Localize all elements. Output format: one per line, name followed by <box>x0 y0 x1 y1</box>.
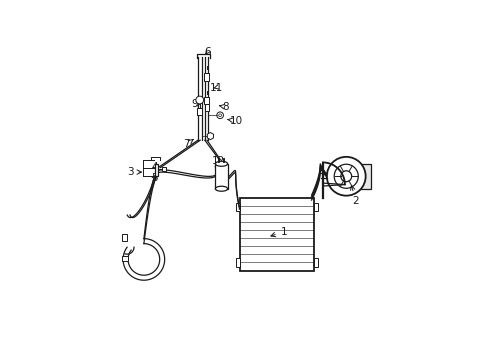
Bar <box>155 164 158 176</box>
Text: 9: 9 <box>191 99 201 109</box>
Bar <box>236 258 239 267</box>
Circle shape <box>340 171 351 182</box>
Text: 10: 10 <box>227 116 243 126</box>
Ellipse shape <box>215 186 227 191</box>
Text: 5: 5 <box>151 173 158 183</box>
Bar <box>215 164 227 189</box>
Text: 11: 11 <box>209 82 222 93</box>
Text: 12: 12 <box>212 156 225 172</box>
Circle shape <box>218 114 221 117</box>
Bar <box>204 97 208 104</box>
Text: 2: 2 <box>350 185 359 206</box>
Bar <box>162 167 165 171</box>
Text: 7: 7 <box>183 139 193 149</box>
Text: 1: 1 <box>270 227 286 237</box>
Ellipse shape <box>215 161 227 166</box>
Bar <box>204 104 208 111</box>
Circle shape <box>216 112 223 118</box>
Bar <box>314 203 317 211</box>
Text: 6: 6 <box>204 46 210 57</box>
Bar <box>122 234 126 240</box>
Bar <box>204 73 209 81</box>
Circle shape <box>196 96 203 104</box>
Bar <box>197 108 202 115</box>
Text: 8: 8 <box>219 102 228 112</box>
Bar <box>355 164 371 189</box>
Circle shape <box>326 157 365 195</box>
Text: 3: 3 <box>126 167 141 177</box>
Bar <box>314 258 317 267</box>
Bar <box>236 203 239 211</box>
Text: 4: 4 <box>151 162 158 172</box>
Bar <box>122 256 128 261</box>
Bar <box>239 198 314 270</box>
Circle shape <box>333 164 358 188</box>
